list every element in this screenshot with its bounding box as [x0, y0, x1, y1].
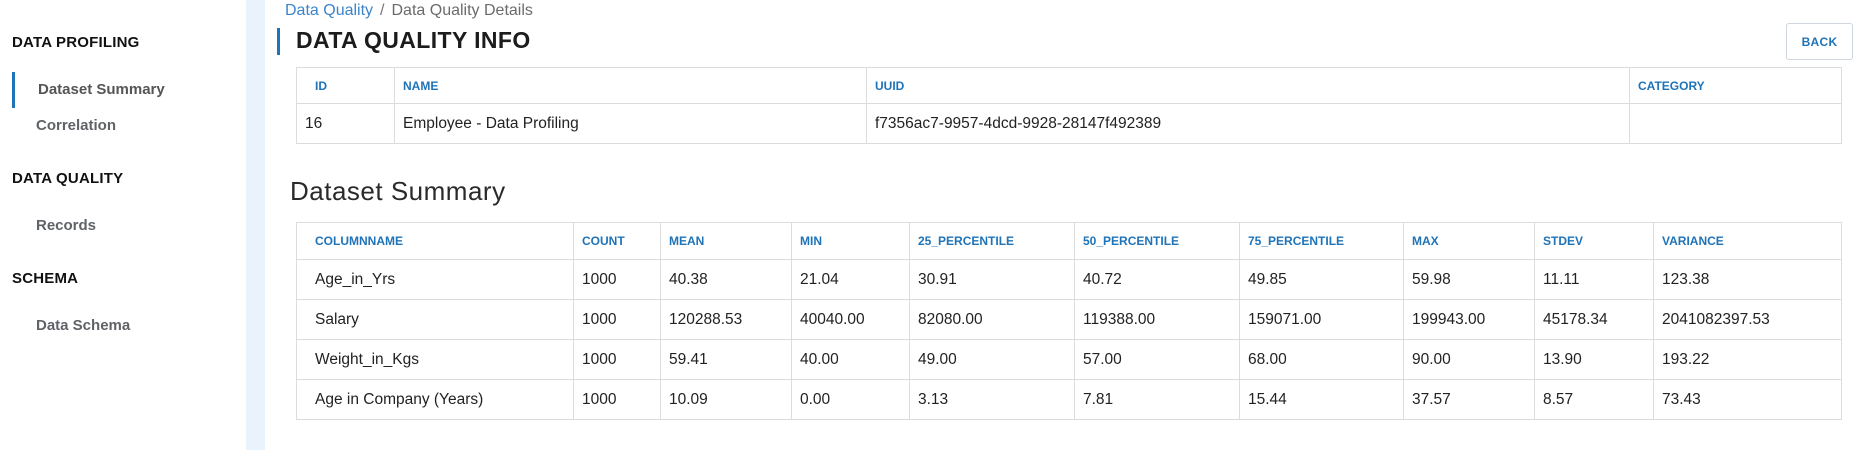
- summary-header-variance[interactable]: VARIANCE: [1653, 222, 1842, 260]
- table-row: 16 Employee - Data Profiling f7356ac7-99…: [296, 103, 1842, 144]
- summary-header-count[interactable]: COUNT: [573, 222, 661, 260]
- summary-header-columnname[interactable]: COLUMNNAME: [296, 222, 574, 260]
- summary-table: COLUMNNAME COUNT MEAN MIN 25_PERCENTILE …: [296, 222, 1842, 420]
- summary-cell: 40040.00: [791, 299, 910, 340]
- breadcrumb: Data Quality / Data Quality Details: [285, 2, 533, 20]
- summary-cell: 11.11: [1534, 259, 1654, 300]
- sidebar-gutter: [246, 0, 265, 450]
- summary-cell: 57.00: [1074, 339, 1240, 380]
- sidebar-section-data-profiling: DATA PROFILING: [12, 34, 140, 51]
- summary-cell: 15.44: [1239, 379, 1404, 420]
- page-title: DATA QUALITY INFO: [296, 27, 531, 53]
- summary-cell: 199943.00: [1403, 299, 1535, 340]
- summary-cell: 123.38: [1653, 259, 1842, 300]
- summary-header-25-percentile[interactable]: 25_PERCENTILE: [909, 222, 1075, 260]
- summary-cell: 37.57: [1403, 379, 1535, 420]
- summary-cell: 68.00: [1239, 339, 1404, 380]
- summary-cell: Age_in_Yrs: [296, 259, 574, 300]
- summary-cell: Age in Company (Years): [296, 379, 574, 420]
- summary-cell: 49.00: [909, 339, 1075, 380]
- sidebar-section-data-quality: DATA QUALITY: [12, 170, 124, 187]
- info-cell-name: Employee - Data Profiling: [394, 103, 867, 144]
- table-row: Salary 1000 120288.53 40040.00 82080.00 …: [296, 299, 1842, 340]
- summary-cell: 82080.00: [909, 299, 1075, 340]
- info-header-id[interactable]: ID: [296, 67, 395, 104]
- summary-cell: 1000: [573, 379, 661, 420]
- summary-header-row: COLUMNNAME COUNT MEAN MIN 25_PERCENTILE …: [296, 222, 1842, 260]
- info-header-name[interactable]: NAME: [394, 67, 867, 104]
- summary-cell: 1000: [573, 259, 661, 300]
- summary-header-mean[interactable]: MEAN: [660, 222, 792, 260]
- breadcrumb-link-data-quality[interactable]: Data Quality: [285, 2, 374, 19]
- sidebar-item-data-schema[interactable]: Data Schema: [36, 317, 131, 334]
- info-table: ID NAME UUID CATEGORY 16 Employee - Data…: [296, 67, 1842, 144]
- summary-cell: 30.91: [909, 259, 1075, 300]
- summary-cell: Salary: [296, 299, 574, 340]
- info-header-category[interactable]: CATEGORY: [1629, 67, 1842, 104]
- info-header-uuid[interactable]: UUID: [866, 67, 1630, 104]
- summary-cell: 40.00: [791, 339, 910, 380]
- active-indicator: [12, 72, 15, 108]
- summary-cell: 120288.53: [660, 299, 792, 340]
- summary-cell: 73.43: [1653, 379, 1842, 420]
- summary-header-50-percentile[interactable]: 50_PERCENTILE: [1074, 222, 1240, 260]
- table-row: Age_in_Yrs 1000 40.38 21.04 30.91 40.72 …: [296, 259, 1842, 300]
- summary-cell: 13.90: [1534, 339, 1654, 380]
- summary-cell: 10.09: [660, 379, 792, 420]
- section-title-dataset-summary: Dataset Summary: [290, 176, 506, 206]
- summary-cell: 119388.00: [1074, 299, 1240, 340]
- back-button[interactable]: BACK: [1786, 23, 1853, 60]
- sidebar-section-schema: SCHEMA: [12, 270, 79, 287]
- summary-header-max[interactable]: MAX: [1403, 222, 1535, 260]
- sidebar-item-records[interactable]: Records: [36, 217, 97, 234]
- summary-cell: 40.72: [1074, 259, 1240, 300]
- breadcrumb-separator: /: [380, 2, 385, 19]
- info-table-header-row: ID NAME UUID CATEGORY: [296, 67, 1842, 104]
- summary-cell: 45178.34: [1534, 299, 1654, 340]
- summary-cell: 159071.00: [1239, 299, 1404, 340]
- summary-header-stdev[interactable]: STDEV: [1534, 222, 1654, 260]
- sidebar-item-correlation[interactable]: Correlation: [36, 117, 117, 134]
- summary-cell: 59.98: [1403, 259, 1535, 300]
- summary-cell: 7.81: [1074, 379, 1240, 420]
- info-cell-uuid: f7356ac7-9957-4dcd-9928-28147f492389: [866, 103, 1630, 144]
- table-row: Weight_in_Kgs 1000 59.41 40.00 49.00 57.…: [296, 339, 1842, 380]
- sidebar-item-dataset-summary[interactable]: Dataset Summary: [38, 81, 165, 98]
- info-cell-category: [1629, 103, 1842, 144]
- summary-header-75-percentile[interactable]: 75_PERCENTILE: [1239, 222, 1404, 260]
- breadcrumb-current: Data Quality Details: [391, 2, 533, 19]
- summary-cell: 90.00: [1403, 339, 1535, 380]
- info-cell-id: 16: [296, 103, 395, 144]
- summary-cell: Weight_in_Kgs: [296, 339, 574, 380]
- sidebar: DATA PROFILING Dataset Summary Correlati…: [0, 0, 246, 450]
- summary-cell: 21.04: [791, 259, 910, 300]
- summary-cell: 1000: [573, 339, 661, 380]
- summary-cell: 8.57: [1534, 379, 1654, 420]
- summary-cell: 49.85: [1239, 259, 1404, 300]
- summary-cell: 40.38: [660, 259, 792, 300]
- summary-cell: 1000: [573, 299, 661, 340]
- summary-cell: 59.41: [660, 339, 792, 380]
- summary-cell: 193.22: [1653, 339, 1842, 380]
- summary-cell: 0.00: [791, 379, 910, 420]
- summary-cell: 3.13: [909, 379, 1075, 420]
- summary-cell: 2041082397.53: [1653, 299, 1842, 340]
- table-row: Age in Company (Years) 1000 10.09 0.00 3…: [296, 379, 1842, 420]
- title-accent-bar: [277, 28, 280, 55]
- summary-header-min[interactable]: MIN: [791, 222, 910, 260]
